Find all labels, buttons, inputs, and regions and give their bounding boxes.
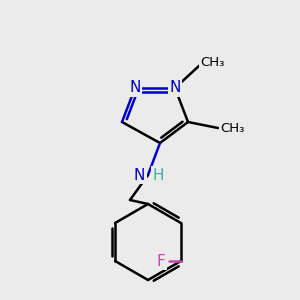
- Text: N: N: [134, 167, 145, 182]
- Text: N: N: [129, 80, 141, 95]
- Text: H: H: [153, 167, 164, 182]
- Text: CH₃: CH₃: [200, 56, 224, 70]
- Text: N: N: [169, 80, 181, 95]
- Text: CH₃: CH₃: [220, 122, 244, 134]
- Text: F: F: [157, 254, 165, 268]
